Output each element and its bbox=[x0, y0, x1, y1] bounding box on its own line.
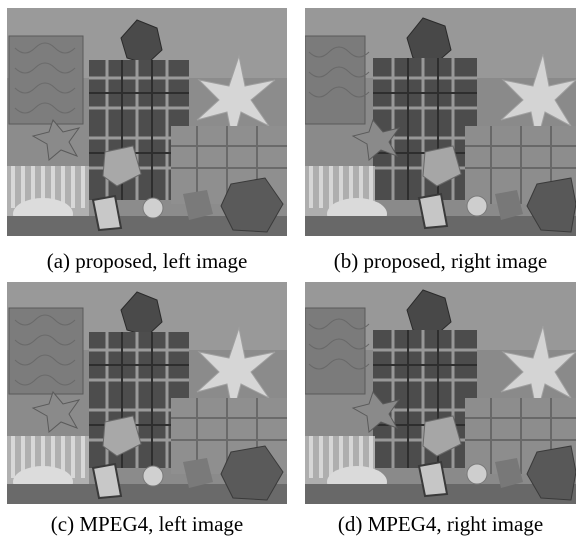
scene-a bbox=[7, 8, 287, 236]
photo-a bbox=[7, 8, 287, 236]
scene-c bbox=[7, 282, 287, 504]
caption-d: (d) MPEG4, right image bbox=[337, 512, 544, 536]
scene-d bbox=[305, 282, 576, 504]
photo-d bbox=[305, 282, 576, 504]
photo-c bbox=[7, 282, 287, 504]
caption-c: (c) MPEG4, left image bbox=[50, 512, 244, 536]
caption-b: (b) proposed, right image bbox=[333, 249, 548, 273]
photo-b bbox=[305, 8, 576, 236]
scene-b bbox=[305, 8, 576, 236]
caption-a: (a) proposed, left image bbox=[46, 249, 248, 273]
